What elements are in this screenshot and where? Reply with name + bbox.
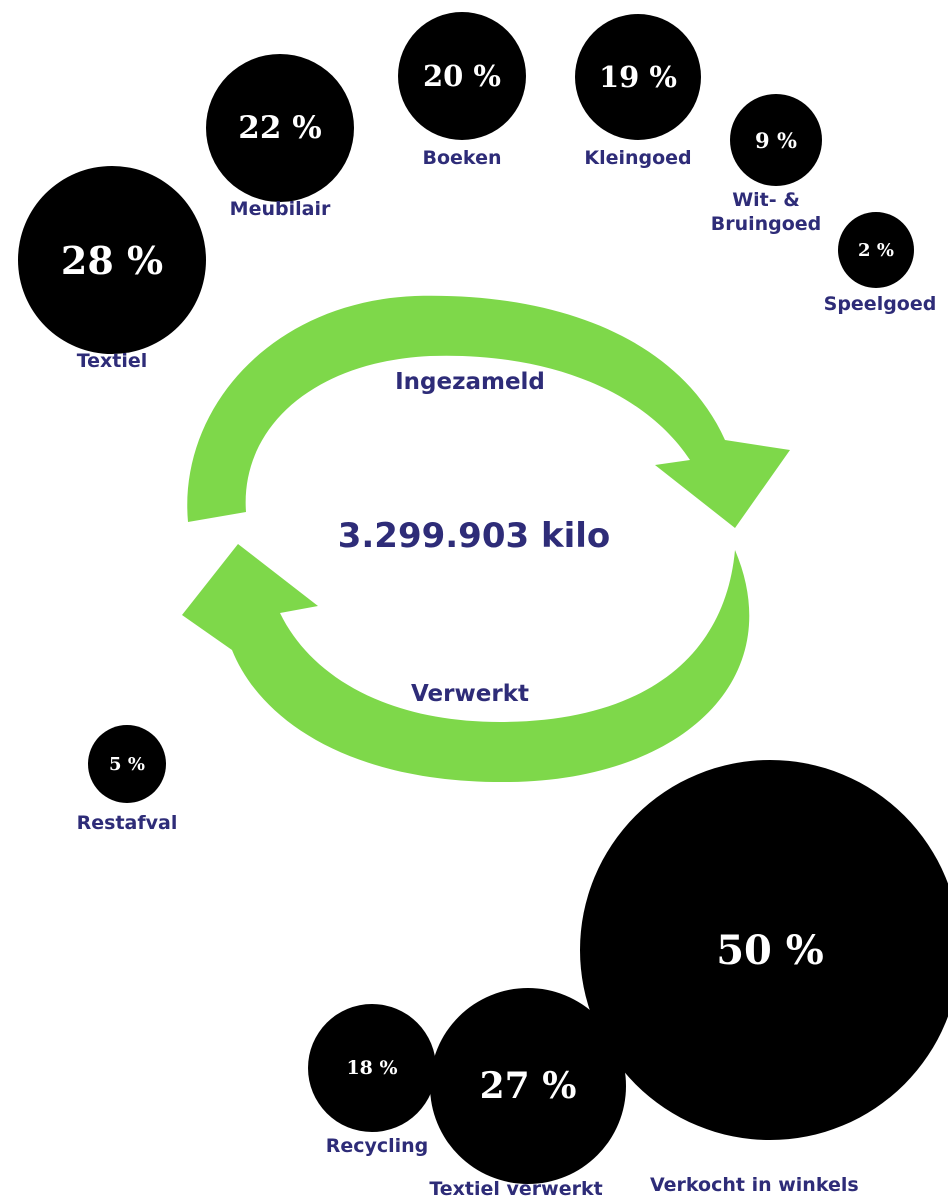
label-recycling: Recycling xyxy=(325,1135,429,1157)
label-verkocht: Verkocht in winkels xyxy=(650,1174,859,1196)
bubble-verkocht: 50 % xyxy=(580,760,948,1140)
center-total: 3.299.903 kilo xyxy=(337,516,611,556)
bubble-kleingoed: 19 % xyxy=(575,14,701,140)
bubble-witgoed: 9 % xyxy=(730,94,822,186)
label-witgoed: Wit- & Bruingoed xyxy=(706,189,826,237)
bubble-meubilair: 22 % xyxy=(206,54,354,202)
processed-arrow xyxy=(182,544,750,783)
label-textiel: Textiel xyxy=(76,350,148,372)
label-kleingoed: Kleingoed xyxy=(584,147,692,169)
collected-arrow xyxy=(187,295,790,528)
label-witgoed-line1: Wit- & xyxy=(732,189,800,211)
bubble-textiel: 28 % xyxy=(18,166,206,354)
center-top-label: Ingezameld xyxy=(395,369,545,395)
bubble-speelgoed: 2 % xyxy=(838,212,914,288)
label-meubilair: Meubilair xyxy=(229,198,331,220)
label-textiel-verwerkt: Textiel verwerkt xyxy=(429,1178,603,1200)
label-restafval: Restafval xyxy=(76,812,178,834)
label-boeken: Boeken xyxy=(422,147,502,169)
label-speelgoed: Speelgoed xyxy=(823,293,937,315)
center-bottom-label: Verwerkt xyxy=(411,681,529,707)
bubble-recycling: 18 % xyxy=(308,1004,436,1132)
bubble-textiel-verwerkt: 27 % xyxy=(430,988,626,1184)
label-witgoed-line2: Bruingoed xyxy=(710,212,822,235)
bubble-boeken: 20 % xyxy=(398,12,526,140)
bubble-restafval: 5 % xyxy=(88,725,166,803)
